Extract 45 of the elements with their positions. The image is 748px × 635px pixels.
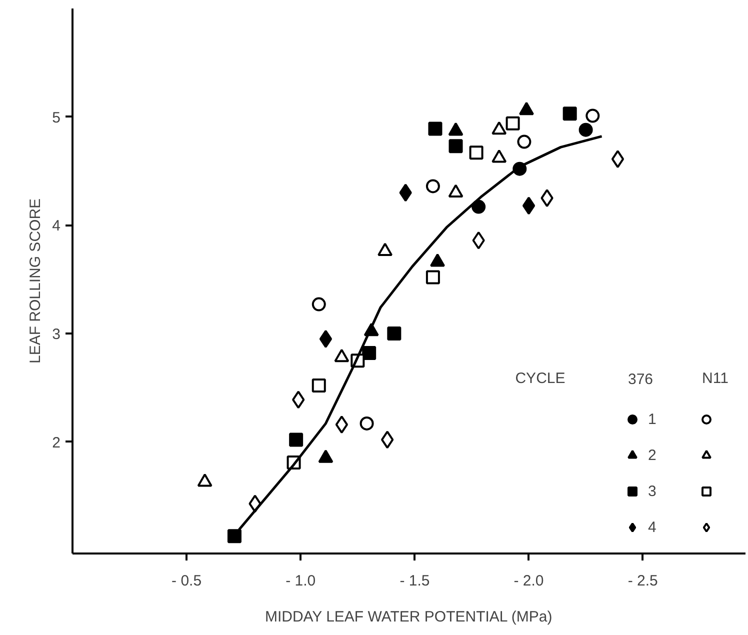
point <box>426 179 440 194</box>
point <box>360 416 374 430</box>
point <box>312 378 326 393</box>
point <box>319 330 332 348</box>
y-tick-label: 2 <box>52 434 60 452</box>
x-tick-label: - 2.0 <box>514 572 544 590</box>
point <box>472 200 486 214</box>
legend-label: 3 <box>648 482 658 502</box>
point <box>506 116 520 130</box>
y-axis-title: LEAF ROLLING SCORE <box>27 198 44 364</box>
point <box>335 416 348 434</box>
x-tick-label: - 2.5 <box>628 572 658 590</box>
legend-label: 4 <box>648 518 658 538</box>
point <box>472 231 485 250</box>
annotation: N11 <box>702 370 728 388</box>
y-tick-label: 5 <box>52 109 60 126</box>
point <box>387 326 402 341</box>
point <box>562 106 577 121</box>
point <box>399 184 412 202</box>
point <box>428 122 442 136</box>
point <box>227 529 242 544</box>
point <box>380 430 394 449</box>
point <box>540 189 554 208</box>
point <box>289 432 304 447</box>
x-tick-label: - 1.5 <box>400 572 430 590</box>
legend-label: 1 <box>648 410 658 430</box>
point <box>448 139 463 154</box>
y-tick-label: 4 <box>52 218 60 235</box>
point <box>517 134 532 149</box>
x-tick-label: - 1.0 <box>286 572 316 590</box>
annotation: 376 <box>628 371 654 388</box>
x-axis-title: MIDDAY LEAF WATER POTENTIAL (MPa) <box>264 608 552 626</box>
legend-label: 2 <box>648 446 658 466</box>
x-tick-label: - 0.5 <box>172 572 202 590</box>
point <box>578 122 593 137</box>
point <box>586 108 600 123</box>
point <box>292 390 305 409</box>
legend-title: CYCLE <box>515 370 566 388</box>
point <box>426 270 440 284</box>
point <box>312 297 326 312</box>
point <box>469 146 484 160</box>
y-tick-label: 3 <box>52 326 60 344</box>
point <box>362 346 376 360</box>
point <box>611 150 624 168</box>
point <box>522 196 536 215</box>
